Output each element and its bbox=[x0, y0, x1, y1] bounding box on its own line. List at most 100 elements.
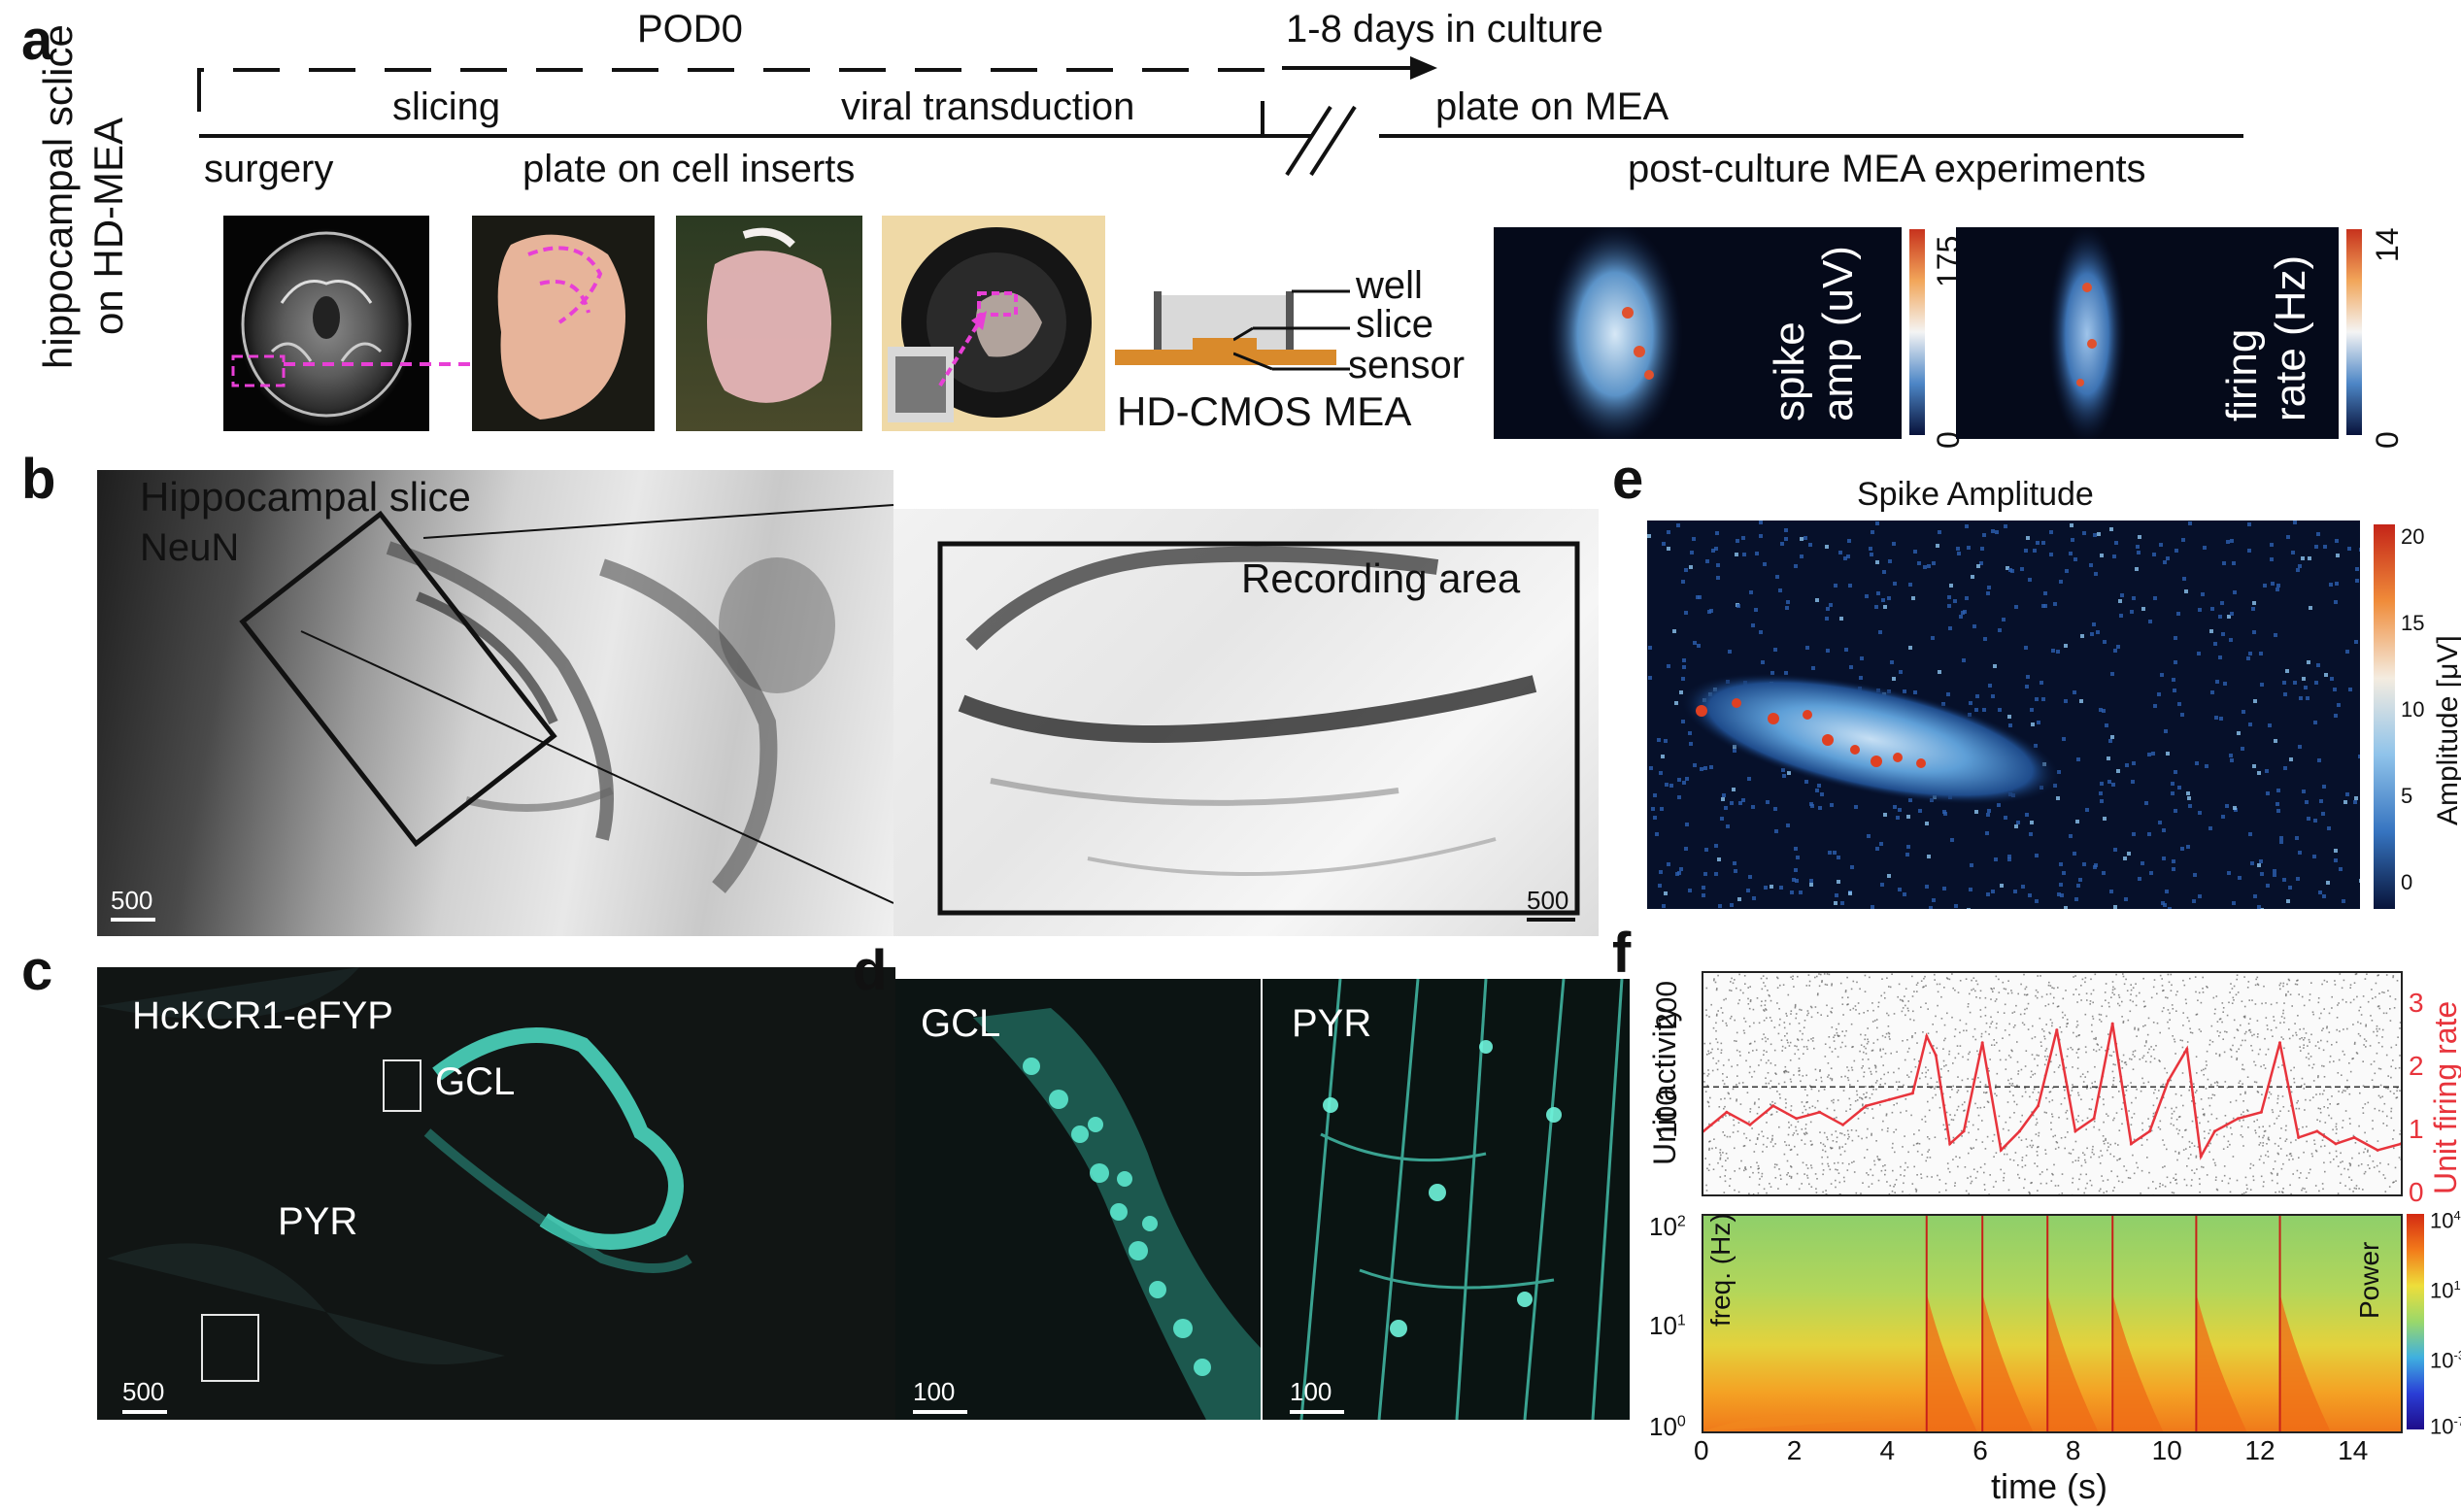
panel-b-scale-right: 500 bbox=[1527, 886, 1569, 915]
firing-rate-point bbox=[2199, 1155, 2203, 1159]
firing-rate-point bbox=[1962, 1129, 1966, 1133]
firing-rate-point bbox=[1865, 1104, 1868, 1108]
panel-d-scalebar-left bbox=[913, 1410, 967, 1414]
firing-rate-point bbox=[2037, 1104, 2040, 1108]
firing-rate-point bbox=[2376, 1148, 2379, 1152]
raster-ylabel-right: Unit firing rate bbox=[2428, 1000, 2461, 1194]
spike-amplitude-ctick: 5 bbox=[2401, 784, 2413, 808]
panel-c-title: HcKCR1-eFYP bbox=[132, 994, 393, 1037]
panel-d-scalebar-right bbox=[1290, 1410, 1344, 1414]
time-xtick: 14 bbox=[2338, 1435, 2369, 1465]
firing-rate-point bbox=[1888, 1097, 1891, 1101]
spectrogram-burst bbox=[1926, 1294, 1977, 1431]
firing-rate-point bbox=[1925, 1034, 1929, 1038]
firing-rate-point bbox=[1771, 1104, 1775, 1108]
slice-photo-1 bbox=[472, 216, 655, 431]
firing-rate-point bbox=[1725, 1110, 1729, 1114]
panel-d-scale-right: 100 bbox=[1290, 1377, 1332, 1406]
firing-rate-point bbox=[1980, 1041, 1984, 1045]
diagram-sensor-label: sensor bbox=[1348, 344, 1466, 386]
spec-ytick: 100 bbox=[1649, 1412, 1686, 1441]
spec-ctick: 104 bbox=[2430, 1208, 2461, 1233]
firing-rate-map bbox=[1956, 227, 2339, 439]
timeline-surgery: surgery bbox=[204, 148, 334, 190]
spectrogram-burst bbox=[1982, 1294, 2034, 1431]
panel-b-title: Hippocampal slice bbox=[140, 474, 471, 520]
time-xtick: 4 bbox=[1879, 1435, 1896, 1465]
spec-clabel: Power bbox=[2354, 1241, 2384, 1319]
spike-amplitude-heatmap bbox=[1647, 521, 2360, 909]
spec-colorbar-ticks: 104 101 10-3 10-7 bbox=[2428, 1204, 2461, 1439]
firing-rate-line bbox=[1702, 1023, 2402, 1160]
spec-ctick: 101 bbox=[2430, 1278, 2461, 1303]
spec-ctick: 10-7 bbox=[2430, 1414, 2461, 1439]
pyr-confocal-image bbox=[1263, 979, 1630, 1420]
firing-rate-point bbox=[2129, 1142, 2133, 1146]
time-xtick: 10 bbox=[2151, 1435, 2182, 1465]
firing-rate-point bbox=[2237, 1117, 2240, 1121]
firing-rate-ytick: 1 bbox=[2409, 1113, 2424, 1144]
panel-c-pyr: PYR bbox=[278, 1200, 358, 1243]
time-xtick: 2 bbox=[1786, 1435, 1803, 1465]
slice-photo-2 bbox=[676, 216, 862, 431]
firing-rate-point bbox=[2352, 1135, 2356, 1139]
panel-letter-d: d bbox=[853, 939, 888, 1002]
timeline-pod0: POD0 bbox=[637, 8, 743, 50]
firing-rate-point bbox=[1999, 1148, 2003, 1152]
diagram-caption: HD-CMOS MEA bbox=[1117, 388, 1412, 434]
raster-ytick-200: 200 bbox=[1651, 980, 1683, 1029]
well-photo bbox=[882, 216, 1105, 431]
firing-rate-point bbox=[1702, 1129, 1705, 1133]
firing-rate-point bbox=[1818, 1110, 1822, 1114]
spectrogram-burst bbox=[2196, 1294, 2247, 1431]
raster-spikes bbox=[1703, 973, 2403, 1196]
spike-amplitude-ctick: 20 bbox=[2401, 524, 2425, 549]
firing-rate-yticks: 3 2 1 0 bbox=[2405, 971, 2428, 1207]
panel-b-scalebar-right bbox=[1527, 918, 1575, 922]
raster-ytick-100: 100 bbox=[1651, 1089, 1683, 1138]
spike-amplitude-colorbar bbox=[2374, 524, 2395, 909]
time-xtick: 0 bbox=[1694, 1435, 1709, 1465]
spike-amplitude-colorbar-ticks: 20 15 10 5 0 bbox=[2399, 524, 2428, 909]
firing-rate-point bbox=[2315, 1129, 2319, 1133]
spec-yticks: 102 101 100 bbox=[1649, 1204, 1700, 1441]
spike-amplitude-ctick: 10 bbox=[2401, 697, 2425, 722]
spike-amp-colorbar bbox=[1909, 229, 1925, 435]
firing-rate-point bbox=[2148, 1129, 2151, 1133]
firing-rate-point bbox=[2259, 1110, 2263, 1114]
zoom-lines bbox=[300, 504, 894, 904]
timeline-viral: viral transduction bbox=[841, 85, 1135, 128]
mea-diagram bbox=[1115, 291, 1336, 365]
firing-rate-point bbox=[1934, 1054, 1938, 1058]
neun-zoom-image bbox=[893, 509, 1599, 936]
neun-slice-image bbox=[97, 470, 893, 936]
firing-rate-point bbox=[2055, 1028, 2059, 1032]
spectrogram-burst bbox=[2047, 1294, 2099, 1431]
panel-d-scale-left: 100 bbox=[913, 1377, 956, 1406]
firing-rate-point bbox=[2278, 1041, 2281, 1045]
timeline-plate-mea: plate on MEA bbox=[1435, 85, 1669, 128]
panel-e-title: Spike Amplitude bbox=[1857, 476, 2094, 513]
firing-rate-point bbox=[1748, 1123, 1752, 1126]
panel-c-scale: 500 bbox=[122, 1377, 165, 1406]
spec-ylabel: freq. (Hz) bbox=[1705, 1213, 1736, 1327]
firing-rate-point bbox=[2167, 1079, 2171, 1083]
firing-rate-ytick: 0 bbox=[2409, 1177, 2424, 1207]
firing-rate-point bbox=[1910, 1092, 1914, 1095]
firing-rate-point bbox=[1795, 1117, 1799, 1121]
spec-colorbar bbox=[2407, 1214, 2424, 1429]
firing-rate-point bbox=[2213, 1129, 2216, 1133]
firing-rate-point bbox=[2092, 1117, 2096, 1121]
firing-rate-point bbox=[2018, 1129, 2021, 1133]
recording-area-label: Recording area bbox=[1241, 555, 1521, 601]
panel-c-gcl: GCL bbox=[435, 1060, 516, 1103]
firing-rate-point bbox=[1948, 1142, 1952, 1146]
timeline-plate-inserts: plate on cell inserts bbox=[523, 148, 856, 190]
timeline-days: 1-8 days in culture bbox=[1286, 8, 1603, 50]
spectrogram-burst bbox=[2279, 1294, 2331, 1431]
firing-rate-point bbox=[1841, 1123, 1845, 1126]
panel-b-scale-left: 500 bbox=[111, 886, 153, 915]
raster-plot-frame bbox=[1702, 971, 2403, 1196]
firing-rate-colorbar bbox=[2346, 229, 2362, 435]
firing-rate-ytick: 3 bbox=[2409, 987, 2424, 1018]
